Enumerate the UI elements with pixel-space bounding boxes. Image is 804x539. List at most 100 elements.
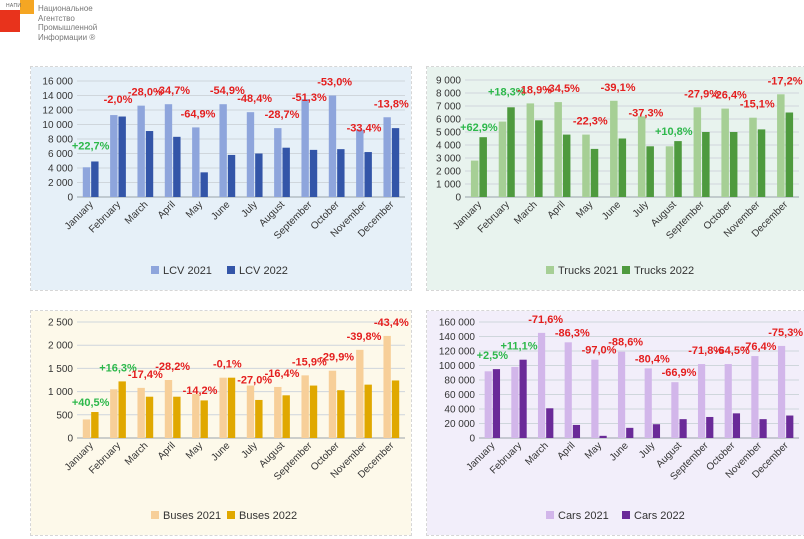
trucks-y-tick-label: 1 000 — [436, 180, 461, 191]
buses-bar-2022 — [255, 399, 263, 438]
cars-y-tick-label: 40 000 — [444, 405, 475, 416]
buses-y-tick-label: 1 500 — [48, 364, 73, 375]
lcv-y-tick-label: 16 000 — [42, 77, 73, 88]
buses-bar-2021 — [246, 385, 255, 438]
lcv-change-label: -64,9% — [181, 108, 216, 120]
logo-orange-square — [20, 0, 34, 14]
lcv-change-label: -51,3% — [292, 92, 327, 104]
trucks-bar-2022 — [562, 134, 571, 197]
lcv-y-tick-label: 14 000 — [42, 91, 73, 102]
buses-bar-2022 — [391, 380, 400, 438]
cars-bar-2022 — [652, 424, 661, 438]
trucks-bar-2022 — [479, 137, 487, 197]
trucks-y-tick-label: 7 000 — [436, 102, 461, 113]
lcv-y-tick-label: 10 000 — [42, 120, 73, 131]
buses-bar-2021 — [356, 349, 364, 438]
cars-y-tick-label: 60 000 — [444, 390, 475, 401]
cars-change-label: -76,4% — [742, 341, 777, 353]
lcv-bar-2021 — [274, 128, 282, 197]
lcv-y-tick-label: 6 000 — [48, 149, 73, 160]
logo-line-4: Информации ® — [38, 32, 96, 42]
cars-bar-2022 — [599, 435, 607, 438]
cars-bar-2022 — [759, 419, 767, 438]
logo-line-1: Национальное — [38, 4, 93, 13]
cars-change-label: +11,1% — [500, 341, 537, 353]
lcv-y-tick-label: 2 000 — [48, 178, 73, 189]
trucks-bar-2021 — [498, 121, 507, 197]
lcv-y-tick-label: 4 000 — [48, 164, 73, 175]
cars-change-label: -97,0% — [582, 345, 617, 357]
lcv-change-label: -34,7% — [155, 85, 190, 97]
lcv-bar-2021 — [246, 112, 255, 197]
buses-y-tick-label: 0 — [67, 434, 73, 445]
buses-bar-2021 — [328, 370, 337, 438]
lcv-change-label: -54,9% — [210, 85, 245, 97]
trucks-y-tick-label: 2 000 — [436, 167, 461, 178]
cars-bar-2022 — [519, 359, 527, 438]
cars-bar-2021 — [484, 371, 492, 438]
trucks-change-label: -34,5% — [545, 83, 580, 95]
buses-legend-swatch — [227, 511, 235, 519]
buses-bar-2021 — [383, 335, 391, 438]
trucks-chart: 0 1 000 2 000 3 000 4 000 5 000 6 000 7 000 8 00… — [427, 67, 804, 290]
trucks-bar-2022 — [785, 112, 794, 197]
cars-bar-2022 — [679, 419, 687, 438]
trucks-y-tick-label: 4 000 — [436, 141, 461, 152]
cars-bar-2021 — [777, 345, 786, 438]
lcv-bar-2022 — [282, 147, 290, 197]
lcv-y-tick-label: 0 — [67, 193, 73, 204]
cars-y-tick-label: 120 000 — [439, 347, 476, 358]
lcv-chart-panel: 0 2 000 4 000 6 000 8 000 10 000 12 000 14 000 1… — [30, 66, 412, 291]
cars-bar-2021 — [751, 356, 759, 438]
trucks-bar-2021 — [526, 103, 535, 197]
lcv-change-label: -33,4% — [347, 123, 382, 135]
lcv-change-label: -28,7% — [265, 109, 300, 121]
cars-bar-2021 — [644, 368, 652, 438]
trucks-change-label: -26,4% — [712, 90, 747, 102]
cars-legend-label: Cars 2022 — [634, 510, 685, 522]
cars-change-label: -75,3% — [768, 327, 803, 339]
buses-change-label: -28,2% — [155, 361, 190, 373]
cars-bar-2021 — [671, 382, 679, 438]
lcv-legend-label: LCV 2021 — [163, 265, 212, 277]
cars-y-tick-label: 160 000 — [439, 318, 476, 329]
cars-change-label: -86,3% — [555, 327, 590, 339]
trucks-bar-2021 — [470, 160, 479, 197]
trucks-change-label: -18,9% — [517, 84, 552, 96]
lcv-legend-swatch — [151, 266, 159, 274]
cars-change-label: -80,4% — [635, 353, 670, 365]
trucks-bar-2021 — [693, 107, 702, 197]
lcv-bar-2021 — [82, 167, 91, 197]
buses-change-label: -15,9% — [292, 356, 327, 368]
trucks-bar-2022 — [646, 146, 654, 197]
cars-y-tick-label: 0 — [469, 434, 475, 445]
lcv-bar-2022 — [91, 161, 99, 197]
buses-bar-2022 — [364, 384, 372, 438]
trucks-bar-2021 — [749, 117, 757, 197]
trucks-y-tick-label: 5 000 — [436, 128, 461, 139]
cars-bar-2022 — [546, 408, 554, 438]
trucks-y-tick-label: 0 — [455, 193, 461, 204]
buses-bar-2022 — [282, 395, 290, 438]
trucks-bar-2022 — [674, 141, 682, 197]
lcv-legend-label: LCV 2022 — [239, 265, 288, 277]
lcv-bar-2022 — [364, 152, 372, 197]
trucks-bar-2021 — [637, 116, 646, 197]
cars-y-tick-label: 20 000 — [444, 419, 475, 430]
buses-legend-swatch — [151, 511, 159, 519]
buses-bar-2021 — [274, 386, 282, 438]
lcv-change-label: -48,4% — [237, 93, 272, 105]
buses-bar-2021 — [219, 377, 227, 438]
buses-change-label: -0,1% — [213, 359, 242, 371]
buses-bar-2022 — [91, 412, 99, 438]
cars-legend-swatch — [546, 511, 554, 519]
cars-change-label: -71,8% — [688, 345, 723, 357]
lcv-legend-swatch — [227, 266, 235, 274]
lcv-bar-2021 — [137, 105, 145, 197]
trucks-bar-2022 — [618, 138, 627, 197]
trucks-change-label: +62,9% — [460, 122, 498, 134]
lcv-bar-2021 — [301, 99, 309, 197]
trucks-y-tick-label: 9 000 — [436, 76, 461, 87]
cars-bar-2021 — [724, 364, 732, 438]
